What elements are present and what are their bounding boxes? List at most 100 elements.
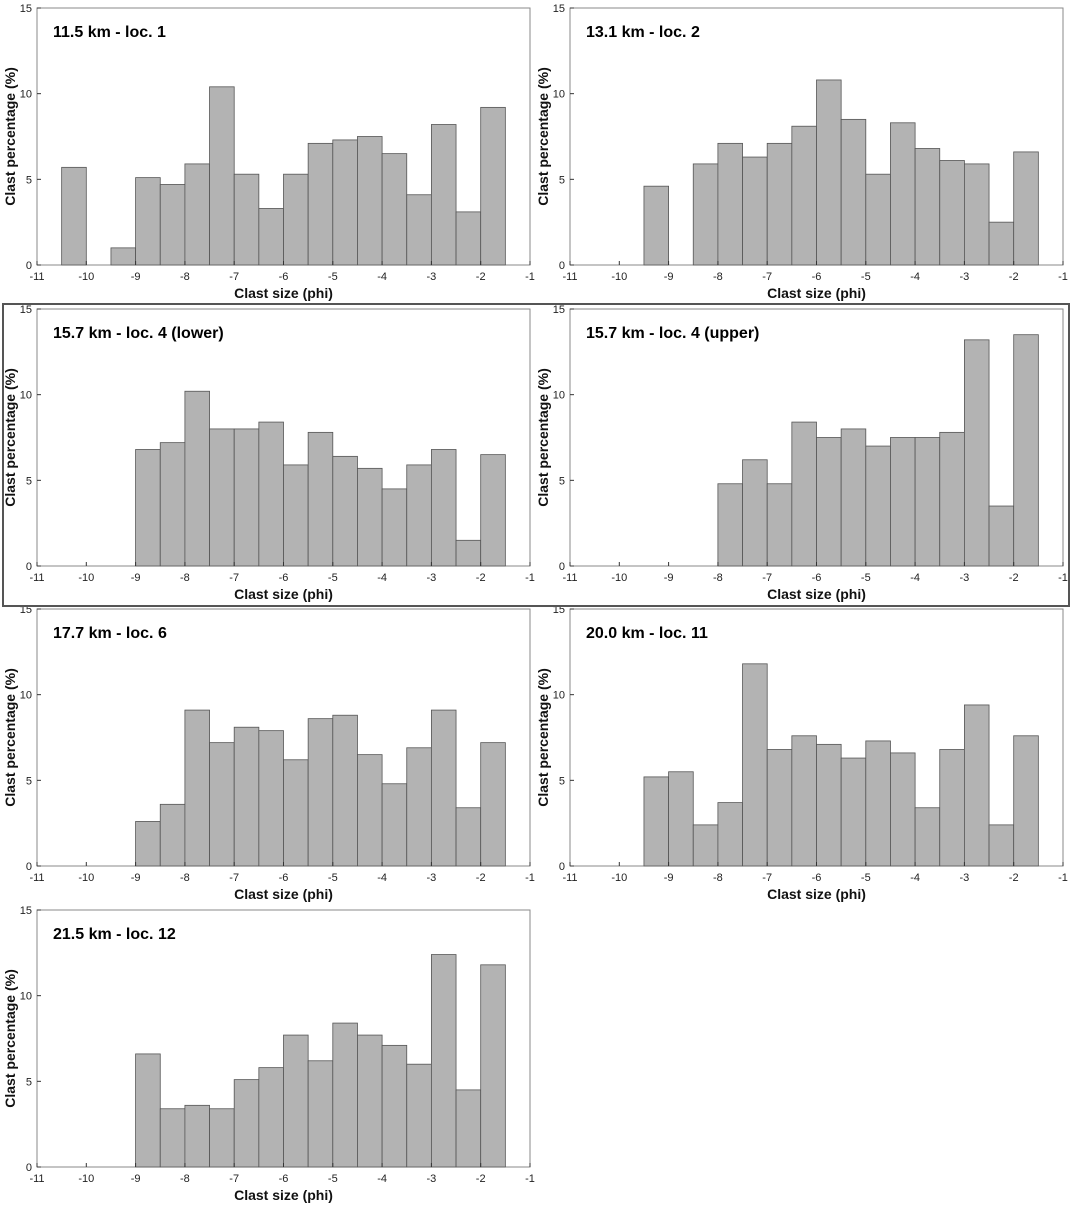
x-tick-label: -6 xyxy=(279,872,289,884)
y-tick-label: 5 xyxy=(26,775,32,787)
x-axis-label: Clast size (phi) xyxy=(767,285,866,301)
histogram-bar xyxy=(816,743,842,867)
histogram-bar xyxy=(406,194,432,266)
histogram-bar xyxy=(233,1079,260,1168)
x-axis-label: Clast size (phi) xyxy=(767,886,866,902)
x-tick-label: -3 xyxy=(960,271,970,283)
histogram-bar xyxy=(283,464,309,567)
x-tick-label: -11 xyxy=(29,1173,44,1185)
y-tick-label: 0 xyxy=(26,1162,32,1174)
histogram-bar xyxy=(890,122,916,266)
histogram-bar xyxy=(914,437,941,567)
x-tick-label: -10 xyxy=(611,872,627,884)
x-tick-label: -4 xyxy=(377,572,387,584)
histogram-bar xyxy=(914,807,941,867)
x-tick-label: -2 xyxy=(476,872,486,884)
histogram-bar xyxy=(209,428,235,567)
x-tick-label: -3 xyxy=(427,872,437,884)
histogram-bar xyxy=(357,1034,383,1168)
y-tick-label: 5 xyxy=(559,475,565,487)
histogram-bar xyxy=(455,807,482,867)
histogram-bar xyxy=(791,421,817,567)
x-tick-label: -2 xyxy=(476,572,486,584)
y-tick-label: 5 xyxy=(26,1076,32,1088)
x-tick-label: -9 xyxy=(131,572,141,584)
histogram-bar xyxy=(209,742,235,867)
histogram-bar xyxy=(717,802,743,867)
x-tick-label: -6 xyxy=(812,271,822,283)
x-tick-label: -5 xyxy=(861,872,871,884)
x-axis-label: Clast size (phi) xyxy=(767,586,866,602)
x-tick-label: -8 xyxy=(713,572,723,584)
x-tick-label: -4 xyxy=(910,872,920,884)
histogram-bar xyxy=(742,663,768,867)
x-tick-label: -8 xyxy=(180,572,190,584)
histogram-bar xyxy=(258,421,284,567)
y-axis-label: Clast percentage (%) xyxy=(535,368,551,506)
histogram-bar xyxy=(964,163,990,266)
histogram-bar xyxy=(381,783,408,867)
x-tick-label: -11 xyxy=(562,271,577,283)
x-tick-label: -1 xyxy=(1058,271,1068,283)
histogram-bar xyxy=(332,455,358,567)
x-tick-label: -5 xyxy=(861,572,871,584)
x-tick-label: -6 xyxy=(279,572,289,584)
y-axis-label: Clast percentage (%) xyxy=(535,668,551,806)
histogram-bar xyxy=(159,442,186,567)
x-tick-label: -2 xyxy=(1009,872,1019,884)
histogram-bar xyxy=(135,177,161,266)
x-tick-label: -4 xyxy=(910,572,920,584)
x-tick-label: -10 xyxy=(78,271,94,283)
histogram-bar xyxy=(840,428,867,567)
y-tick-label: 15 xyxy=(553,3,565,15)
histogram-bar xyxy=(480,454,506,567)
histogram-bar xyxy=(766,749,793,867)
x-axis-label: Clast size (phi) xyxy=(234,285,333,301)
x-tick-label: -10 xyxy=(611,572,627,584)
histogram-bar xyxy=(1013,735,1039,867)
x-tick-label: -10 xyxy=(78,1173,94,1185)
histogram-bar xyxy=(332,714,358,867)
x-tick-label: -4 xyxy=(377,271,387,283)
histogram-bar xyxy=(816,79,842,266)
histogram-bar xyxy=(430,449,457,567)
y-tick-label: 5 xyxy=(26,475,32,487)
histogram-bar xyxy=(988,505,1015,567)
x-tick-label: -7 xyxy=(229,872,239,884)
histogram-bar xyxy=(791,125,817,266)
x-tick-label: -5 xyxy=(328,271,338,283)
histogram-bar xyxy=(233,428,260,567)
x-tick-label: -5 xyxy=(328,872,338,884)
x-tick-label: -2 xyxy=(476,1173,486,1185)
histogram-bar xyxy=(890,752,916,867)
y-axis-label: Clast percentage (%) xyxy=(2,969,18,1107)
histogram-bar xyxy=(209,1108,235,1168)
x-tick-label: -7 xyxy=(762,271,772,283)
x-tick-label: -7 xyxy=(229,572,239,584)
histogram-bar xyxy=(332,139,358,266)
y-tick-label: 10 xyxy=(20,991,32,1003)
x-tick-label: -5 xyxy=(328,1173,338,1185)
x-tick-label: -11 xyxy=(562,572,577,584)
histogram-bar xyxy=(283,173,309,266)
x-tick-label: -9 xyxy=(664,271,674,283)
histogram-bar xyxy=(307,1060,334,1168)
histogram-bar xyxy=(283,1034,309,1168)
x-tick-label: -11 xyxy=(29,271,44,283)
histogram-bar xyxy=(110,247,136,266)
x-tick-label: -6 xyxy=(812,572,822,584)
x-tick-label: -4 xyxy=(377,872,387,884)
x-tick-label: -11 xyxy=(29,572,44,584)
x-tick-label: -1 xyxy=(1058,572,1068,584)
y-tick-label: 0 xyxy=(26,260,32,272)
x-tick-label: -1 xyxy=(525,872,535,884)
histogram-bar xyxy=(643,185,670,266)
histogram-bar xyxy=(964,704,990,867)
x-tick-label: -2 xyxy=(1009,271,1019,283)
x-tick-label: -3 xyxy=(960,572,970,584)
x-tick-label: -5 xyxy=(861,271,871,283)
x-tick-label: -9 xyxy=(131,1173,141,1185)
histogram-bar xyxy=(914,148,941,266)
histogram-bar xyxy=(840,118,867,266)
